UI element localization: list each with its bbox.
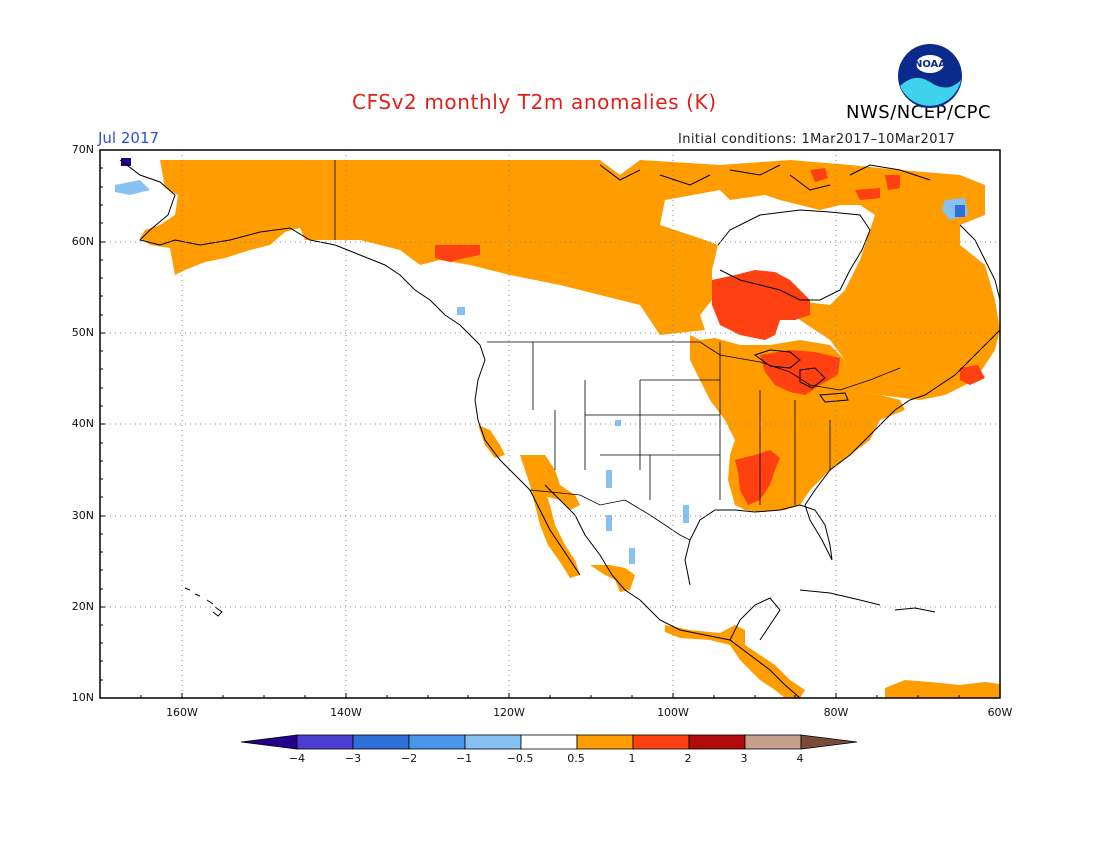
red-region-northern-alberta [435,245,480,262]
coastlines [119,159,1000,698]
colorbar-left-arrow [240,734,298,750]
lon-label-160w: 160W [166,706,198,719]
blue-region-bc [457,307,465,315]
lat-label-70n: 70N [71,143,94,156]
blue-region-new-mexico [606,470,612,488]
east-coast [804,329,1000,506]
lon-label-120w: 120W [493,706,525,719]
hudson-bay [717,209,871,301]
hispaniola [894,607,936,613]
lat-label-10n: 10N [71,691,94,704]
lat-label-20n: 20N [71,600,94,613]
west-coast [474,344,531,491]
colorbar-tick-label: 3 [740,752,748,765]
colorbar-tick-label: −0.5 [506,752,534,765]
colorbar-right-arrow [800,734,858,750]
colorbar-tick-label: −1 [455,752,473,765]
colorbar-tick-label: 0.5 [567,752,585,765]
initial-conditions: Initial conditions: 1Mar2017–10Mar2017 [678,132,956,147]
orange-region-alaska [140,160,335,275]
baja-outline [529,484,641,601]
map-frame [99,149,1001,699]
colorbar-segment [408,734,466,750]
lon-label-80w: 80W [823,706,849,719]
organization-label: NWS/NCEP/CPC [846,102,992,123]
red-region-ontario [712,270,810,340]
midblue-region-labrador [955,205,965,217]
red-region-nova-scotia [960,365,985,385]
red-region-arctic-islands [810,168,900,200]
orange-region-california-coast [478,425,505,458]
labrador-coast [959,224,1000,301]
orange-region-quebec [720,160,1000,400]
colorbar-segment [352,734,410,750]
orange-region-baja [530,485,580,578]
us-state-lines [532,342,831,505]
colorbar-segment [744,734,802,750]
yucatan [729,597,781,641]
hawaii [184,587,223,617]
colorbar-tick-label: 2 [684,752,692,765]
blue-region-texas [683,505,689,523]
orange-region-central-america [665,625,805,698]
orange-region-canada-north [335,160,720,335]
noaa-logo: NOAA [898,44,962,108]
lon-label-60w: 60W [987,706,1013,719]
great-lakes-outline [753,349,849,403]
colorbar-tick-label: 1 [628,752,636,765]
anomaly-fields [115,158,1000,698]
colorbar-tick-label: −2 [400,752,418,765]
arctic-islands [599,164,931,191]
lat-label-50n: 50N [71,326,94,339]
blue-region-colorado [615,420,621,426]
gulf-coast [684,504,833,586]
political-borders [334,160,901,541]
colorbar-segment [576,734,634,750]
colorbar-segment [688,734,746,750]
colorbar-segment [296,734,354,750]
cuba [799,589,881,606]
lon-label-140w: 140W [330,706,362,719]
valid-month: Jul 2017 [98,129,160,147]
orange-region-south-america [885,680,1000,698]
chart-title: CFSv2 monthly T2m anomalies (K) [352,90,717,114]
blue-region-mexico-2 [629,548,635,564]
lat-label-40n: 40N [71,417,94,430]
lat-label-30n: 30N [71,509,94,522]
red-region-mississippi [735,450,780,505]
us-canada-border [487,341,901,391]
blue-region-arctic-coast [115,180,150,195]
colorbar-tick-label: −4 [288,752,306,765]
colorbar-segment [520,734,578,750]
orange-region-west-mexico [590,565,635,592]
alaska-coast [119,159,481,346]
orange-region-southwest [520,455,580,510]
colorbar-tick-label: −3 [344,752,362,765]
darkblue-region-north-slope [121,158,131,166]
logo-text: NOAA [914,59,946,70]
us-mexico-border [529,489,691,541]
graticule [100,150,1000,698]
colorbar-tick-label: 4 [796,752,804,765]
colorbar [240,734,858,750]
lat-label-60n: 60N [71,235,94,248]
colorbar-segment [464,734,522,750]
blue-region-mexico-1 [606,515,612,531]
colorbar-segment [632,734,690,750]
lon-label-100w: 100W [657,706,689,719]
